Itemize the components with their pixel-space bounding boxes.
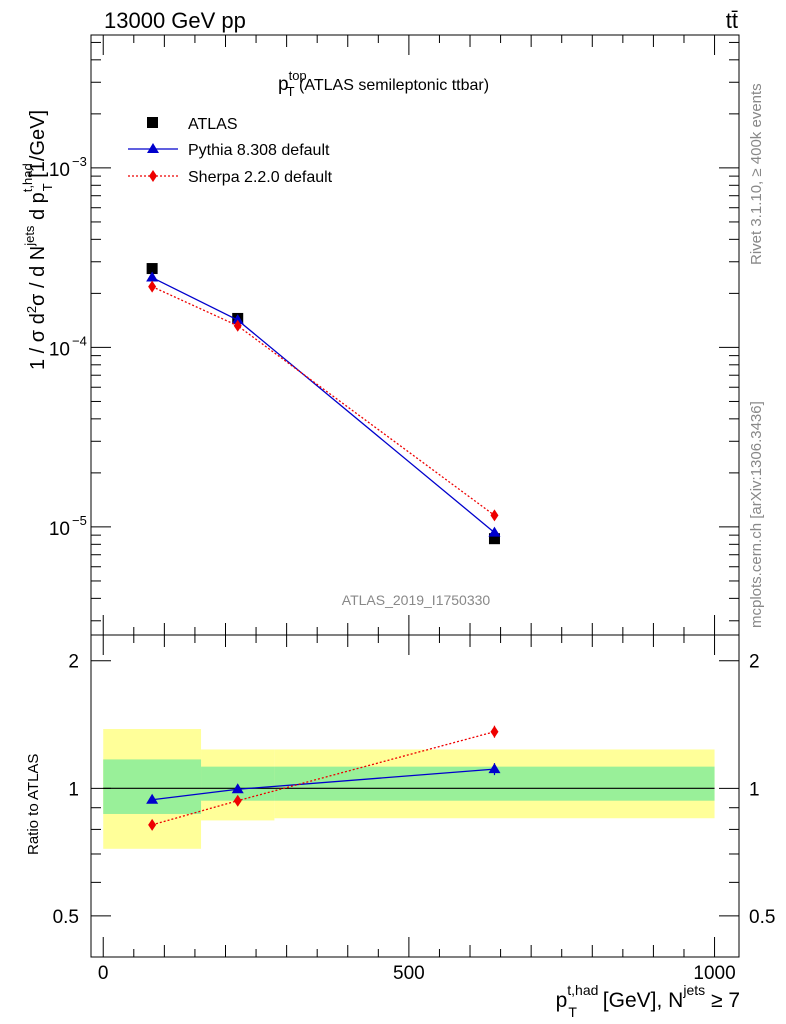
y-tick-label: 10	[49, 160, 70, 181]
x-tick-label: 0	[98, 963, 109, 984]
legend-pythia-marker	[147, 143, 159, 153]
ratio-point-1	[490, 725, 499, 738]
data-point-1	[231, 314, 244, 325]
y-tick-label-exponent: −3	[72, 154, 87, 169]
series-line-1	[151, 276, 495, 534]
main-plot-y-ticks: 10−310−410−5	[49, 41, 739, 622]
ratio-plot-y-ticks: 0.5 0.5 1 1 2 2	[53, 652, 776, 928]
legend-sherpa-marker	[149, 170, 157, 182]
rivet-label: Rivet 3.1.10, ≥ 400k events	[748, 83, 765, 265]
y-tick-label: 10	[49, 519, 70, 540]
x-tick-label: 1000	[693, 963, 735, 984]
data-point-1	[488, 526, 501, 537]
ratio-plot-frame	[90, 634, 740, 958]
ratio-point-1	[233, 794, 242, 807]
plot-title: ptop T (ATLAS semileptonic ttbar)	[278, 68, 489, 99]
ratio-inner-band	[103, 759, 202, 814]
data-point-2	[490, 509, 499, 522]
x-axis-ticks: 0 500 1000	[98, 35, 736, 984]
main-y-axis-label: 1 / σ d2σ / d Njets d pt,had T [1/GeV]	[20, 110, 55, 370]
ratio-y-tick-label-right: 0.5	[749, 907, 775, 928]
x-axis-label: pt,had T [GeV], Njets ≥ 7	[556, 982, 740, 1020]
main-plot-data	[146, 263, 501, 545]
ratio-y-tick-label-left: 1	[68, 779, 79, 800]
data-point-0	[146, 263, 158, 275]
legend-atlas-label: ATLAS	[188, 116, 238, 133]
energy-label: 13000 GeV pp	[104, 8, 246, 33]
data-point-2	[233, 319, 242, 332]
mcplots-label: mcplots.cern.ch [arXiv:1306.3436]	[748, 401, 765, 628]
ratio-y-tick-label-left: 2	[68, 652, 79, 673]
legend-atlas-marker	[147, 117, 158, 128]
ratio-y-tick-label-left: 0.5	[53, 907, 79, 928]
y-tick-label-exponent: −4	[72, 333, 87, 348]
ratio-plot-data	[146, 725, 501, 831]
legend-sherpa-label: Sherpa 2.2.0 default	[188, 169, 333, 186]
data-point-2	[148, 280, 157, 293]
ratio-point-0	[146, 793, 159, 804]
ratio-y-tick-label-right: 2	[749, 652, 760, 673]
ratio-point-0	[231, 783, 244, 794]
data-point-0	[488, 533, 500, 545]
ratio-y-axis-label: Ratio to ATLAS	[25, 754, 42, 855]
ratio-y-tick-label-right: 1	[749, 779, 760, 800]
process-label: tt̄	[726, 8, 738, 33]
ratio-point-1	[148, 818, 157, 831]
x-tick-label: 500	[393, 963, 425, 984]
analysis-id: ATLAS_2019_I1750330	[342, 592, 491, 608]
legend-pythia-label: Pythia 8.308 default	[188, 142, 330, 159]
y-tick-label: 10	[49, 339, 70, 360]
ratio-point-0	[488, 763, 501, 774]
series-line-2	[151, 286, 495, 516]
legend: ATLAS Pythia 8.308 default Sherpa 2.2.0 …	[128, 116, 333, 186]
y-tick-label-exponent: −5	[72, 513, 87, 528]
data-point-1	[146, 271, 159, 282]
